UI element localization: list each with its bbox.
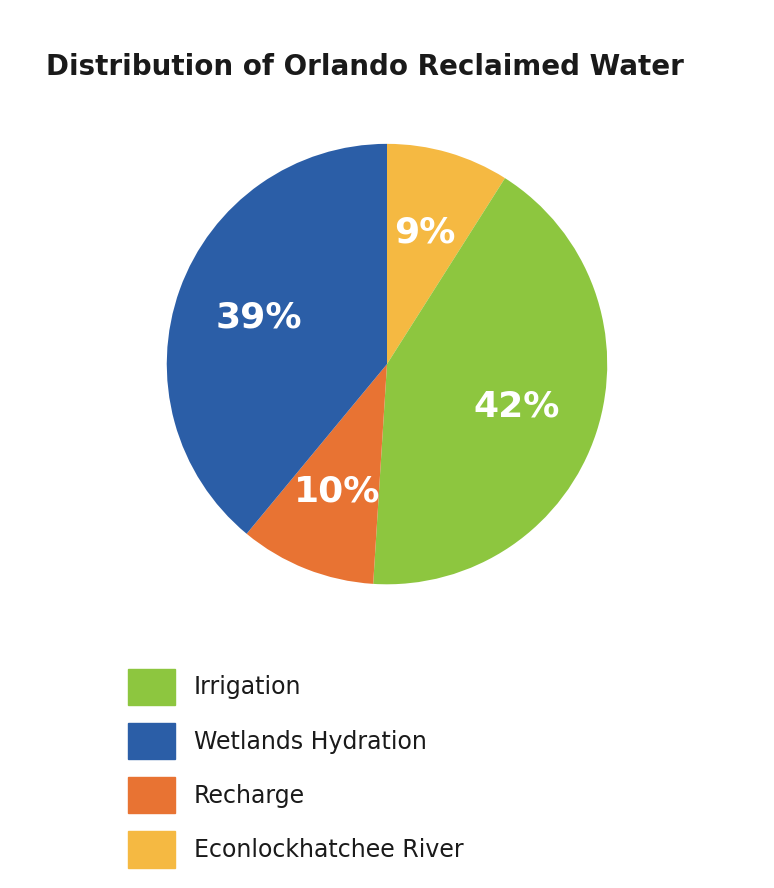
Wedge shape	[387, 144, 505, 364]
Text: 10%: 10%	[293, 474, 380, 508]
Wedge shape	[373, 178, 608, 584]
Text: 39%: 39%	[215, 301, 302, 335]
Text: 42%: 42%	[474, 389, 560, 424]
Text: 9%: 9%	[395, 216, 456, 250]
Wedge shape	[247, 364, 387, 584]
Text: Distribution of Orlando Reclaimed Water: Distribution of Orlando Reclaimed Water	[46, 53, 684, 82]
Legend: Irrigation, Wetlands Hydration, Recharge, Econlockhatchee River: Irrigation, Wetlands Hydration, Recharge…	[128, 669, 464, 868]
Wedge shape	[166, 144, 387, 534]
